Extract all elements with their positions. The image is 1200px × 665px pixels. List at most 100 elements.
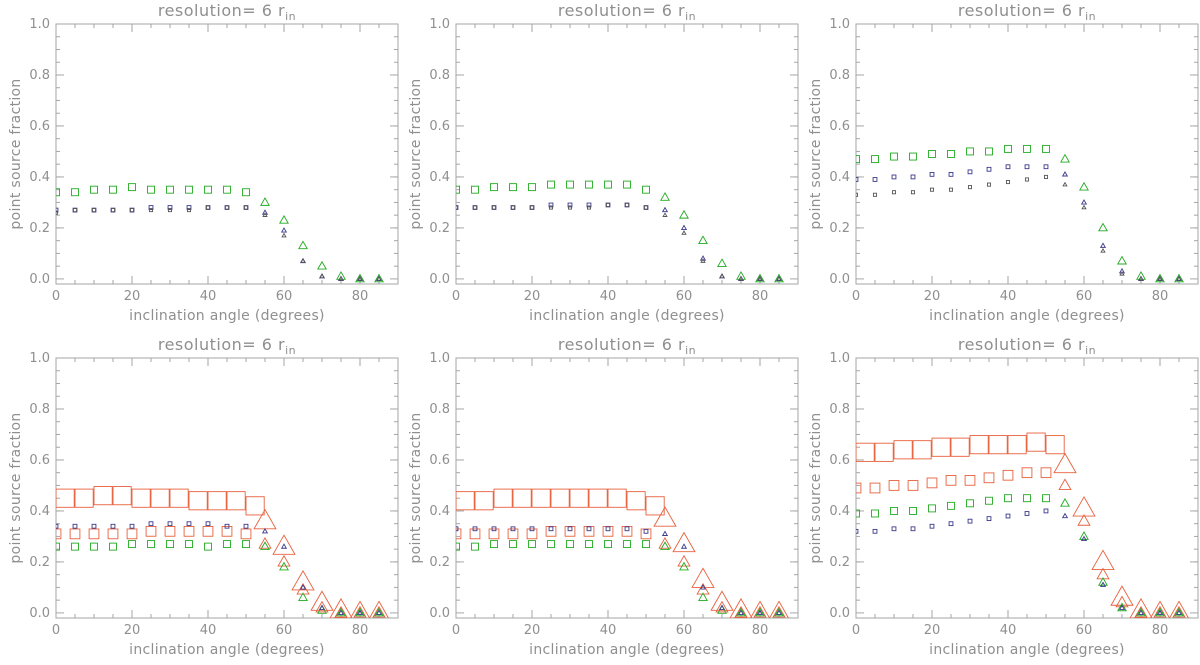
data-point	[548, 526, 554, 532]
data-point	[56, 488, 75, 508]
data-point	[660, 541, 670, 551]
chart-panel-4: resolution= 6 rin 0.0 0.2 0.4 0.6 0.8 1.0 0 20 40…	[8, 335, 399, 658]
data-point	[469, 528, 481, 540]
data-point	[277, 554, 291, 567]
data-point	[74, 488, 94, 508]
data-point	[605, 202, 611, 208]
data-point	[510, 205, 516, 210]
data-point	[872, 177, 878, 182]
data-point	[299, 584, 307, 590]
data-point	[1023, 144, 1031, 153]
x-axis-label: inclination angle (degrees)	[129, 308, 325, 324]
data-point	[298, 592, 308, 601]
data-point	[490, 540, 498, 549]
data-point	[319, 273, 325, 279]
y-tick-label: 0.6	[829, 119, 850, 134]
data-point	[605, 526, 611, 532]
data-point	[376, 276, 382, 281]
x-tick-label: 40	[600, 289, 617, 304]
data-point	[204, 185, 212, 194]
data-point	[1023, 494, 1031, 503]
data-point	[602, 525, 614, 537]
data-point	[1117, 255, 1127, 265]
data-point	[753, 605, 767, 618]
data-point	[947, 150, 955, 158]
data-point	[1150, 600, 1170, 618]
data-point	[642, 185, 650, 194]
plot-frame	[55, 23, 399, 285]
x-tick-label: 0	[852, 289, 860, 304]
data-point	[891, 174, 897, 180]
data-point	[698, 235, 708, 245]
data-point	[983, 472, 995, 484]
data-point	[291, 569, 315, 591]
data-point	[1115, 595, 1129, 608]
y-tick-label: 0.0	[29, 606, 50, 621]
data-point	[1045, 435, 1065, 455]
x-tick-label: 60	[276, 623, 293, 638]
y-tick-label: 1.0	[29, 17, 50, 32]
data-point	[909, 152, 917, 161]
data-point	[164, 525, 176, 537]
data-point	[947, 501, 955, 510]
data-point	[567, 202, 573, 208]
data-point	[350, 600, 370, 618]
data-point	[1137, 609, 1145, 615]
data-point	[281, 232, 287, 238]
data-point	[856, 442, 875, 462]
data-point	[1024, 511, 1030, 516]
data-point	[223, 185, 231, 194]
data-point	[531, 488, 551, 508]
x-tick-label: 60	[1076, 623, 1093, 638]
data-point	[1099, 242, 1107, 248]
data-point	[375, 609, 383, 615]
data-point	[986, 166, 992, 172]
data-point	[691, 567, 715, 588]
data-point	[1043, 164, 1049, 170]
x-tick-label: 60	[676, 289, 693, 304]
data-point	[871, 155, 879, 164]
data-point	[661, 530, 669, 536]
data-point	[472, 526, 478, 532]
y-tick-label: 1.0	[29, 351, 50, 366]
data-point	[1060, 153, 1070, 163]
x-tick-label: 80	[1152, 623, 1169, 638]
data-point	[474, 491, 494, 511]
data-point	[660, 192, 670, 201]
data-point	[374, 273, 384, 283]
chart-title-main: resolution= 6 r	[958, 335, 1085, 354]
data-point	[966, 147, 974, 156]
data-point	[734, 605, 748, 618]
data-point	[1007, 435, 1027, 455]
data-point	[56, 528, 62, 540]
data-point	[166, 185, 174, 194]
data-point	[1079, 531, 1089, 540]
data-point	[110, 523, 116, 529]
chart-title-main: resolution= 6 r	[558, 335, 685, 354]
data-point	[329, 597, 353, 618]
data-point	[621, 525, 633, 537]
data-point	[72, 208, 78, 213]
data-point	[1136, 607, 1146, 617]
data-point	[856, 192, 859, 197]
data-marks	[456, 180, 784, 283]
y-tick-label: 1.0	[829, 351, 850, 366]
data-point	[253, 508, 277, 530]
x-tick-label: 0	[452, 623, 460, 638]
data-point	[967, 185, 973, 190]
data-point	[91, 208, 97, 213]
data-point	[1119, 270, 1125, 276]
data-point	[679, 561, 689, 571]
y-tick-label: 0.8	[29, 68, 50, 83]
data-point	[698, 592, 708, 601]
data-point	[1136, 271, 1146, 280]
chart-title-subscript: in	[685, 344, 696, 357]
data-point	[891, 190, 897, 195]
data-point	[456, 528, 462, 540]
data-point	[147, 185, 155, 194]
data-point	[645, 496, 665, 516]
data-point	[372, 605, 386, 618]
data-point	[107, 528, 119, 540]
data-point	[566, 540, 574, 549]
